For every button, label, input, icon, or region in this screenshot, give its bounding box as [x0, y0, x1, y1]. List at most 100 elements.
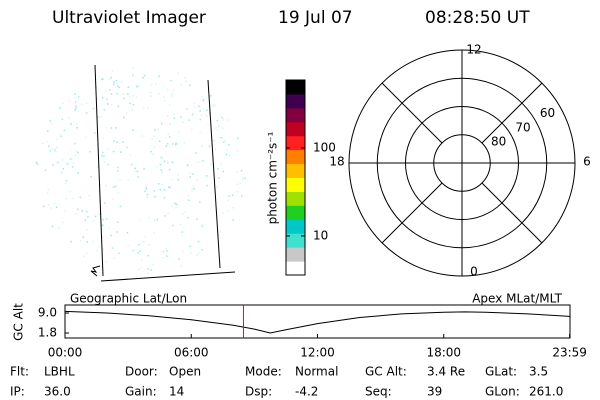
speckle	[189, 176, 191, 178]
lat-label: 80	[491, 134, 506, 148]
speckle	[184, 77, 186, 79]
speckle	[172, 89, 175, 92]
speckle	[212, 104, 214, 107]
speckle	[56, 146, 58, 149]
speckle	[76, 150, 78, 153]
info-label: Gain:	[125, 385, 157, 399]
speckle	[143, 240, 145, 243]
speckle	[242, 177, 244, 179]
speckle	[117, 192, 119, 194]
speckle	[86, 210, 88, 213]
speckle	[63, 210, 66, 212]
speckle	[145, 187, 148, 189]
speckle	[217, 129, 219, 132]
speckle	[118, 252, 120, 255]
speckle	[189, 245, 191, 248]
speckle	[236, 150, 239, 152]
speckle	[206, 175, 208, 177]
instrument-title: Ultraviolet Imager	[52, 8, 206, 28]
speckle	[55, 206, 58, 208]
speckle	[42, 205, 45, 208]
speckle	[112, 186, 115, 188]
speckle	[54, 149, 56, 151]
time: 08:28:50 UT	[425, 8, 530, 28]
speckle	[126, 232, 129, 234]
color-step	[286, 135, 305, 151]
speckle	[117, 170, 119, 172]
speckle	[41, 142, 44, 144]
speckle	[79, 196, 82, 199]
speckle	[202, 100, 204, 102]
altitude-line	[64, 310, 570, 334]
speckle	[148, 244, 151, 246]
speckle	[239, 182, 241, 185]
speckle	[138, 268, 140, 271]
speckle	[146, 193, 149, 196]
speckle	[218, 177, 220, 179]
speckle	[231, 194, 234, 196]
speckle	[150, 269, 152, 271]
speckle	[142, 77, 144, 79]
speckle	[87, 216, 89, 218]
speckle	[97, 116, 99, 118]
speckle	[70, 240, 72, 243]
speckle	[214, 148, 217, 150]
speckle	[46, 192, 49, 194]
speckle	[119, 179, 121, 181]
speckle	[166, 250, 168, 252]
color-step	[286, 247, 305, 262]
colorbar-tick-label: 100	[313, 140, 336, 154]
speckle	[120, 151, 122, 153]
speckle	[79, 240, 82, 242]
speckle	[197, 161, 200, 163]
speckle	[181, 213, 184, 215]
info-value: 3.4 Re	[427, 365, 465, 379]
speckle	[111, 69, 114, 72]
speckle	[132, 74, 134, 77]
polar-axis	[481, 182, 543, 244]
speckle	[199, 118, 201, 121]
speckle	[147, 107, 149, 109]
speckle	[147, 268, 149, 270]
info-label: GLon:	[485, 385, 520, 399]
info-label: IP:	[10, 385, 25, 399]
speckle	[162, 250, 165, 253]
speckle	[186, 108, 188, 110]
speckle	[106, 98, 108, 100]
polar-axis	[381, 182, 443, 244]
speckle	[153, 231, 155, 234]
speckle	[86, 228, 88, 231]
speckle	[44, 169, 47, 171]
speckle	[202, 160, 204, 162]
speckle	[221, 116, 223, 119]
speckle	[113, 81, 115, 84]
speckle	[116, 231, 118, 233]
speckle	[64, 182, 67, 185]
y-axis-label: GC Alt	[12, 303, 26, 341]
speckle	[163, 160, 166, 163]
speckle	[162, 85, 165, 88]
speckle	[150, 95, 152, 97]
speckle	[85, 252, 88, 254]
speckle	[84, 219, 87, 221]
speckle	[94, 215, 97, 218]
speckle	[90, 176, 92, 178]
speckle	[53, 203, 56, 205]
speckle	[193, 102, 196, 105]
speckle	[63, 129, 66, 132]
speckle	[104, 202, 106, 204]
speckle	[159, 163, 162, 166]
speckle	[187, 216, 189, 219]
colorbar-label: photon cm⁻²s⁻¹	[266, 131, 280, 224]
speckle	[75, 123, 78, 125]
speckle	[196, 179, 199, 181]
speckle	[183, 141, 186, 144]
speckle	[62, 168, 65, 170]
speckle	[65, 180, 68, 182]
info-value: LBHL	[44, 365, 75, 379]
speckle	[201, 248, 203, 251]
speckle	[106, 103, 109, 105]
speckle	[163, 96, 165, 99]
speckle	[108, 78, 111, 81]
speckle	[56, 138, 58, 140]
